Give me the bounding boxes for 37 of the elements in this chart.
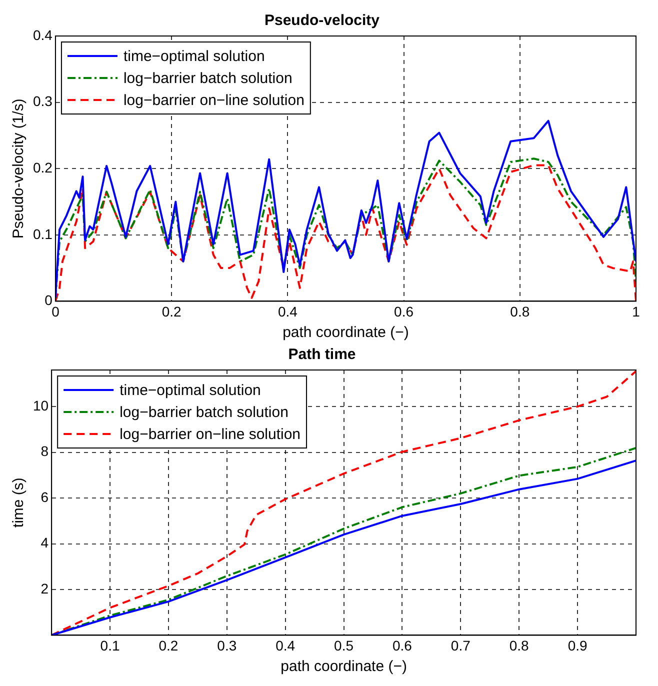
x-tick-label: 0.6: [392, 637, 412, 654]
legend-label: log−barrier on−line solution: [123, 92, 304, 110]
x-tick-label: 0.7: [450, 637, 471, 654]
x-tick-label: 0.4: [278, 303, 298, 320]
x-tick-label: 0.9: [568, 637, 588, 654]
y-axis-title: time (s): [10, 478, 28, 528]
y-tick-label: 4: [40, 534, 49, 551]
y-axis-title: Pseudo-velocity (1/s): [10, 98, 28, 239]
x-tick-label: 0.3: [217, 637, 237, 654]
y-tick-label: 0.4: [32, 26, 53, 43]
legend-label: time−optimal solution: [120, 382, 261, 400]
x-tick-label: 0.2: [162, 303, 182, 320]
x-tick-label: 0.8: [510, 303, 530, 320]
legend-label: log−barrier on−line solution: [120, 426, 301, 444]
x-tick-label: 0.4: [276, 637, 296, 654]
y-tick-label: 0.2: [32, 159, 53, 176]
x-tick-label: 0.1: [100, 637, 120, 654]
y-tick-label: 8: [40, 443, 49, 460]
chart-title: Path time: [288, 346, 356, 364]
x-tick-label: 1: [632, 303, 640, 320]
line-series: [52, 370, 636, 636]
y-tick-label: 6: [40, 488, 49, 505]
y-tick-label: 0.3: [32, 93, 53, 110]
chart-title: Pseudo-velocity: [264, 12, 380, 30]
y-tick-label: 10: [32, 397, 49, 414]
y-tick-label: 0.1: [32, 226, 53, 242]
y-tick-label: 2: [40, 580, 49, 596]
x-tick-label: 0.2: [158, 637, 178, 654]
legend-label: time−optimal solution: [123, 48, 265, 66]
x-tick-label: 0.6: [394, 303, 414, 320]
x-tick-label: 0.5: [334, 637, 354, 654]
legend-label: log−barrier batch solution: [120, 404, 288, 422]
x-tick-label: 0.8: [509, 637, 530, 654]
y-tick-label: 0: [44, 292, 53, 308]
x-axis-title: path coordinate (−): [280, 658, 407, 676]
x-axis-title: path coordinate (−): [282, 324, 409, 342]
legend-label: log−barrier batch solution: [123, 70, 292, 88]
